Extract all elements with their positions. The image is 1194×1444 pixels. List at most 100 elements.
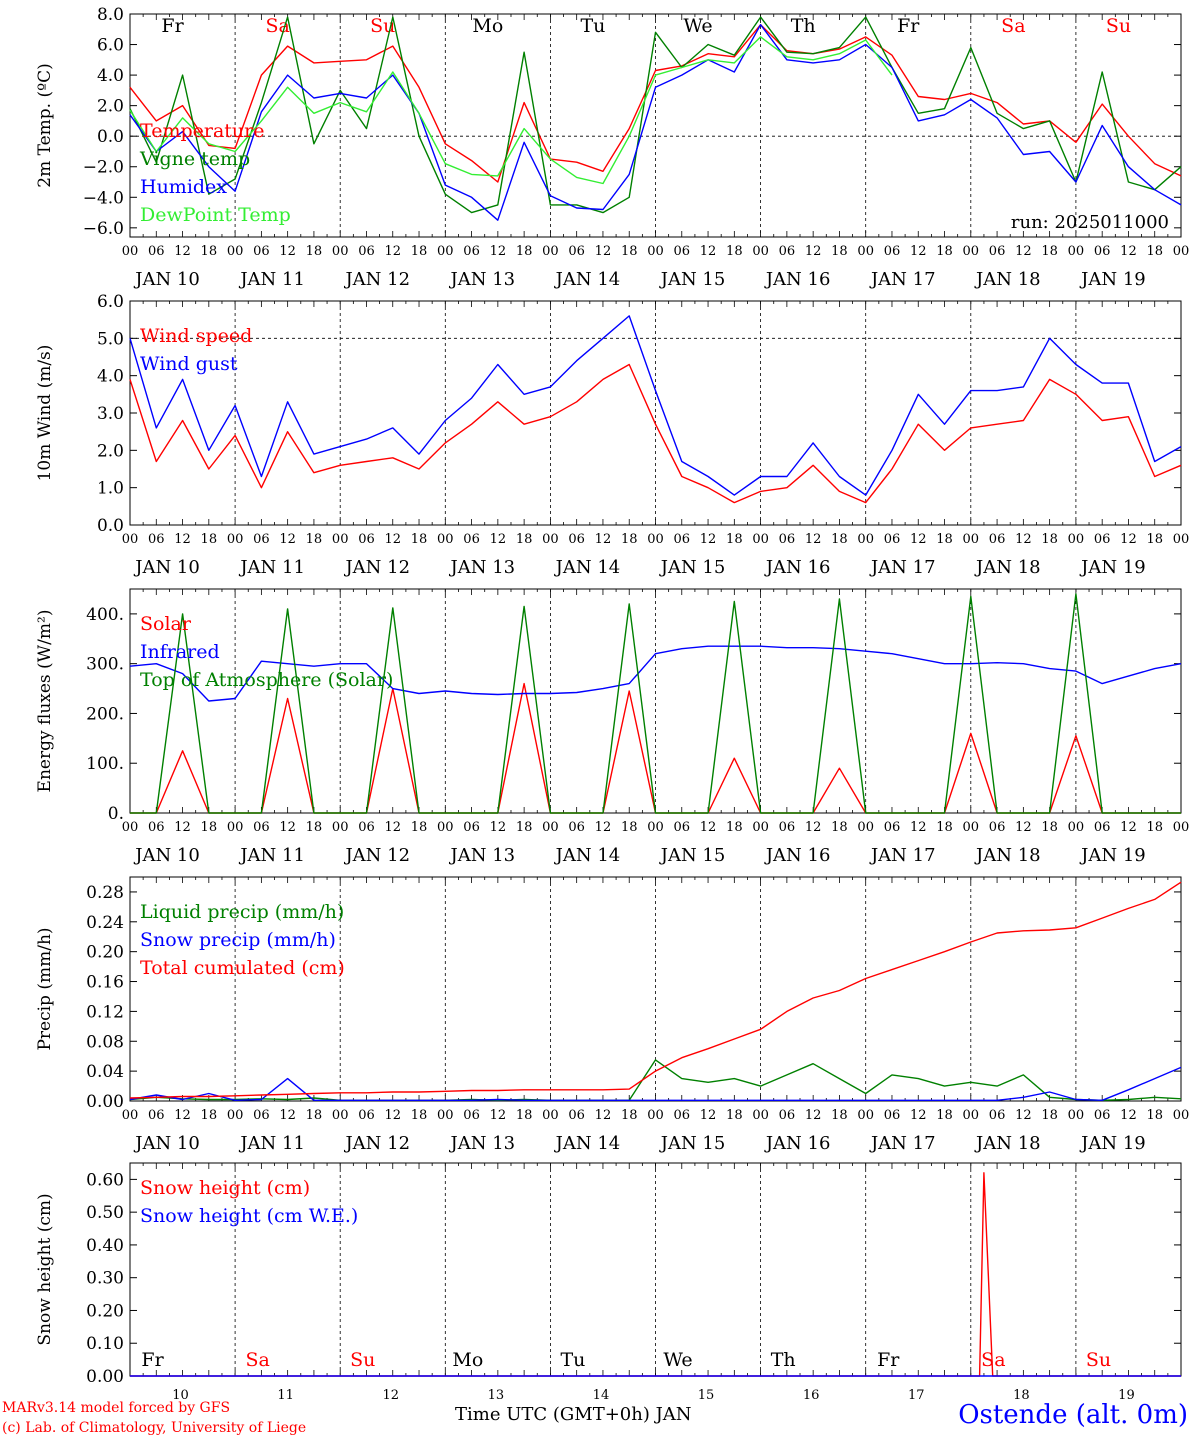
hour-label: 06 (148, 244, 165, 259)
hour-label: 06 (989, 820, 1006, 835)
date-label: JAN 17 (869, 269, 936, 290)
hour-label: 00 (647, 244, 664, 259)
y-axis-label: 2m Temp. (ºC) (35, 63, 55, 188)
hour-label: 12 (595, 820, 612, 835)
hour-label: 12 (805, 532, 822, 547)
hour-label: 12 (595, 532, 612, 547)
y-tick-label: 6.0 (97, 292, 124, 312)
hour-label: 12 (490, 532, 507, 547)
hour-label: 12 (910, 820, 927, 835)
hour-label: 00 (1068, 532, 1085, 547)
hour-label: 06 (884, 532, 901, 547)
date-label: JAN 15 (659, 269, 726, 290)
hour-label: 06 (463, 820, 480, 835)
hour-label: 18 (516, 244, 533, 259)
hour-label: 18 (306, 1108, 323, 1123)
hour-label: 12 (1015, 244, 1032, 259)
day-number: 15 (698, 1388, 715, 1403)
hour-label: 18 (726, 244, 743, 259)
hour-label: 12 (910, 532, 927, 547)
hour-label: 06 (884, 1108, 901, 1123)
legend-entry: Wind speed (140, 325, 252, 347)
hour-label: 18 (1146, 820, 1163, 835)
run-label: run: 2025011000 (1011, 212, 1169, 233)
legend-entry: Snow precip (mm/h) (140, 929, 336, 951)
date-label: JAN 10 (133, 1133, 200, 1154)
plot-frame (129, 300, 1182, 526)
day-name: Su (1086, 1349, 1111, 1371)
hour-label: 06 (779, 820, 796, 835)
date-label: JAN 14 (554, 845, 621, 866)
series-line-liquid-precip-mm-h- (129, 1059, 1182, 1101)
hour-label: 06 (674, 820, 691, 835)
day-name: Su (350, 1349, 375, 1371)
day-number: 11 (277, 1388, 294, 1403)
hour-label: 00 (752, 532, 769, 547)
legend-entry: Total cumulated (cm) (140, 957, 345, 979)
panel-2: 0.0 1.0 2.0 3.0 4.0 5.0 6.0 10m Wind (m/s) 00 06 1… (35, 292, 1189, 578)
hour-label: 00 (332, 1108, 349, 1123)
hour-label: 00 (122, 532, 139, 547)
hour-label: 00 (542, 532, 559, 547)
hour-label: 18 (306, 244, 323, 259)
y-tick-label: 4.0 (97, 367, 124, 387)
y-tick-label: 8.0 (97, 5, 124, 25)
hour-label: 18 (726, 820, 743, 835)
day-number: 17 (908, 1388, 925, 1403)
hour-label: 18 (1041, 244, 1058, 259)
y-tick-label: 200. (86, 704, 124, 724)
hour-label: 18 (306, 532, 323, 547)
date-label: JAN 15 (659, 845, 726, 866)
day-name: Fr (897, 15, 920, 37)
hour-label: 00 (542, 1108, 559, 1123)
y-tick-label: 0.08 (86, 1032, 124, 1052)
legend-entry: Humidex (140, 176, 227, 198)
date-label: JAN 11 (238, 1133, 305, 1154)
hour-label: 06 (779, 1108, 796, 1123)
hour-label: 12 (700, 244, 717, 259)
date-label: JAN 14 (554, 1133, 621, 1154)
hour-label: 00 (437, 1108, 454, 1123)
hour-label: 06 (779, 532, 796, 547)
hour-label: 00 (963, 244, 980, 259)
hour-label: 00 (227, 1108, 244, 1123)
date-label: JAN 17 (869, 1133, 936, 1154)
hour-label: 06 (568, 244, 585, 259)
hour-label: 18 (1041, 1108, 1058, 1123)
hour-label: 12 (279, 820, 296, 835)
hour-label: 12 (490, 820, 507, 835)
date-label: JAN 12 (343, 845, 410, 866)
date-label: JAN 12 (343, 557, 410, 578)
date-label: JAN 18 (974, 557, 1041, 578)
hour-label: 00 (1173, 1108, 1190, 1123)
day-number: 13 (488, 1388, 505, 1403)
date-label: JAN 18 (974, 1133, 1041, 1154)
y-tick-label: 0.24 (86, 913, 124, 933)
hour-label: 18 (411, 1108, 428, 1123)
hour-label: 06 (1094, 820, 1111, 835)
y-tick-label: 1.0 (97, 479, 124, 499)
hour-label: 18 (411, 244, 428, 259)
y-tick-label: 300. (86, 655, 124, 675)
series-line-infrared (129, 645, 1182, 702)
hour-label: 00 (122, 820, 139, 835)
y-tick-label: 0.20 (86, 943, 124, 963)
date-label: JAN 16 (764, 269, 831, 290)
series-line-wind-gust (129, 315, 1182, 496)
hour-label: 12 (1015, 1108, 1032, 1123)
hour-label: 06 (674, 532, 691, 547)
hour-label: 18 (831, 1108, 848, 1123)
date-label: JAN 11 (238, 269, 305, 290)
hour-label: 00 (1068, 244, 1085, 259)
hour-label: 00 (963, 532, 980, 547)
y-tick-label: 5.0 (97, 329, 124, 349)
hour-label: 12 (1015, 532, 1032, 547)
hour-label: 00 (857, 820, 874, 835)
hour-label: 00 (1068, 820, 1085, 835)
hour-label: 12 (1120, 244, 1137, 259)
hour-label: 12 (384, 820, 401, 835)
y-tick-label: 0.16 (86, 973, 124, 993)
y-tick-label: 400. (86, 605, 124, 625)
y-tick-label: −6.0 (83, 219, 124, 239)
